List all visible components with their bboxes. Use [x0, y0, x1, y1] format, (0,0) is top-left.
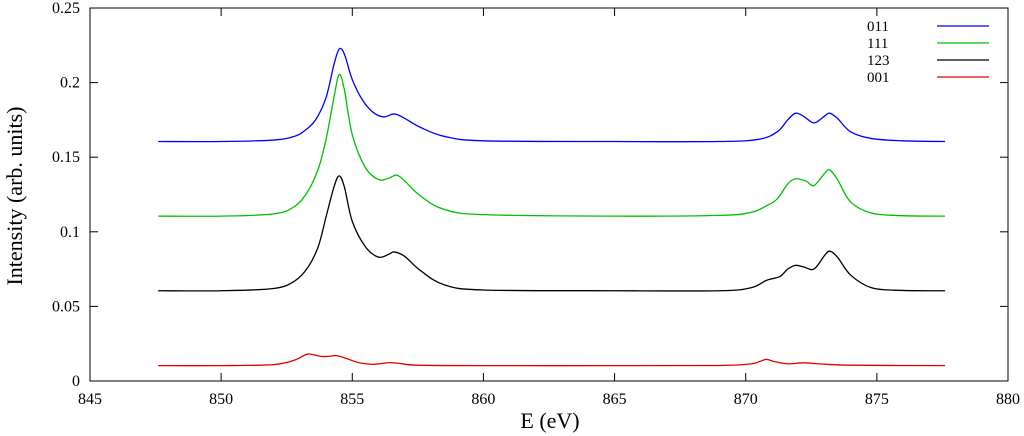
x-axis-label: E (eV) — [520, 408, 579, 433]
y-tick-label: 0.2 — [60, 75, 80, 92]
x-tick-label: 855 — [340, 391, 364, 408]
y-tick-label: 0.15 — [52, 149, 80, 166]
series-line-123 — [158, 175, 946, 292]
legend-label-001: 001 — [867, 70, 890, 86]
y-tick-label: 0.25 — [52, 0, 80, 17]
x-tick-label: 850 — [209, 391, 233, 408]
legend-label-111: 111 — [867, 36, 888, 52]
plot-frame — [89, 7, 1009, 382]
legend-label-123: 123 — [867, 53, 890, 69]
x-tick-label: 865 — [603, 391, 627, 408]
x-tick-label: 860 — [471, 391, 495, 408]
series-line-011 — [158, 47, 946, 143]
x-tick-label: 845 — [78, 391, 102, 408]
series-lines — [158, 47, 946, 367]
series-line-001 — [158, 353, 946, 367]
y-tick-label: 0 — [72, 373, 80, 390]
x-tick-label: 880 — [996, 391, 1020, 408]
x-tick-label: 870 — [734, 391, 758, 408]
series-line-111 — [158, 73, 946, 217]
y-tick-label: 0.05 — [52, 298, 80, 315]
y-axis-label-group: Intensity (arb. units) — [2, 106, 27, 285]
x-tick-label: 875 — [865, 391, 889, 408]
legend-label-011: 011 — [867, 19, 889, 35]
y-tick-label: 0.1 — [60, 224, 80, 241]
axis-ticks: 845 850 855 860 865 870 875 880 0 0.05 0.1 0.15 0.2 0… — [52, 0, 1020, 408]
y-axis-label: Intensity (arb. units) — [2, 106, 27, 285]
